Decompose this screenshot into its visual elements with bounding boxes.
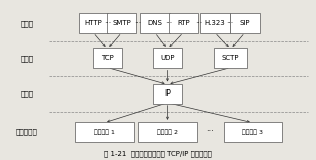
- Text: SMTP: SMTP: [112, 20, 131, 26]
- Text: UDP: UDP: [160, 55, 175, 61]
- FancyBboxPatch shape: [138, 122, 197, 142]
- Text: 网际层: 网际层: [20, 90, 33, 97]
- Text: 图 1-21  沙漏计时器形状的 TCP/IP 协议族示意: 图 1-21 沙漏计时器形状的 TCP/IP 协议族示意: [104, 150, 212, 157]
- FancyBboxPatch shape: [224, 122, 282, 142]
- FancyBboxPatch shape: [140, 13, 169, 33]
- Text: HTTP: HTTP: [84, 20, 102, 26]
- FancyBboxPatch shape: [200, 13, 229, 33]
- FancyBboxPatch shape: [153, 48, 182, 68]
- Text: SIP: SIP: [240, 20, 250, 26]
- Text: ···: ···: [135, 19, 142, 28]
- FancyBboxPatch shape: [107, 13, 136, 33]
- Text: H.323: H.323: [204, 20, 225, 26]
- Text: RTP: RTP: [177, 20, 190, 26]
- Text: DNS: DNS: [147, 20, 162, 26]
- Text: TCP: TCP: [101, 55, 114, 61]
- Text: IP: IP: [164, 89, 171, 98]
- Text: 网络接口层: 网络接口层: [16, 129, 38, 135]
- Text: ···: ···: [196, 19, 203, 28]
- Text: 应用层: 应用层: [20, 20, 33, 27]
- Text: ···: ···: [166, 19, 173, 28]
- FancyBboxPatch shape: [75, 122, 133, 142]
- Text: ···: ···: [227, 19, 234, 28]
- Text: ···: ···: [104, 19, 111, 28]
- Text: ···: ···: [206, 128, 214, 136]
- Text: 网络接口 2: 网络接口 2: [157, 129, 178, 135]
- FancyBboxPatch shape: [153, 84, 182, 104]
- FancyBboxPatch shape: [93, 48, 122, 68]
- FancyBboxPatch shape: [214, 48, 247, 68]
- FancyBboxPatch shape: [169, 13, 198, 33]
- Text: SCTP: SCTP: [222, 55, 240, 61]
- FancyBboxPatch shape: [78, 13, 108, 33]
- Text: 网络接口 1: 网络接口 1: [94, 129, 115, 135]
- Text: 网络接口 3: 网络接口 3: [242, 129, 263, 135]
- Text: 运输层: 运输层: [20, 55, 33, 62]
- FancyBboxPatch shape: [230, 13, 260, 33]
